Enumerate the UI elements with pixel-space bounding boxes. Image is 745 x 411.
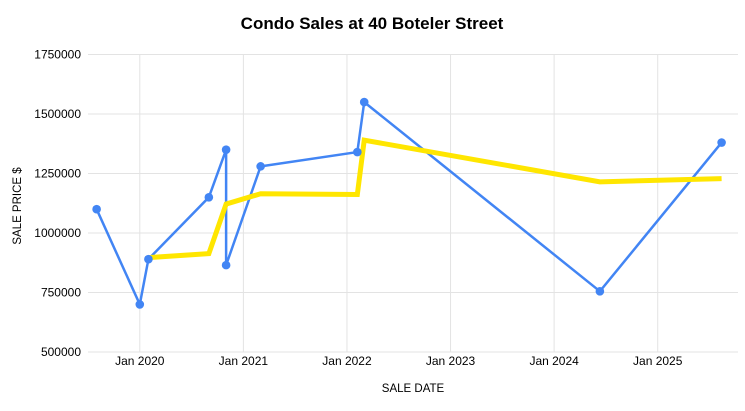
sales-point[interactable]: [595, 287, 605, 296]
sales-point[interactable]: [221, 260, 231, 270]
chart-title: Condo Sales at 40 Boteler Street: [241, 14, 504, 33]
y-tick-label: 1000000: [34, 226, 81, 240]
sales-point[interactable]: [221, 145, 231, 154]
x-axis-title: SALE DATE: [382, 383, 445, 395]
sales-point[interactable]: [204, 193, 214, 202]
trend-3-sale-moving-average-line: [148, 137, 722, 261]
x-tick-label: Jan 2022: [322, 354, 372, 368]
x-tick-label: Jan 2024: [529, 354, 579, 368]
y-axis-title: SALE PRICE $: [12, 167, 24, 245]
sales-point[interactable]: [92, 204, 101, 214]
y-tick-label: 1750000: [34, 48, 81, 62]
x-tick-label: Jan 2023: [426, 354, 476, 368]
series-layer: [92, 97, 726, 309]
y-tick-label: 1250000: [34, 167, 81, 181]
y-tick-label: 500000: [41, 345, 81, 359]
grid-layer: [88, 54, 738, 353]
tick-label-layer: 1750000 1500000 1250000 1000000 750000 500000…: [34, 48, 682, 369]
y-tick-label: 750000: [41, 286, 81, 300]
y-tick-label: 1500000: [34, 107, 81, 121]
sales-point[interactable]: [353, 147, 362, 157]
sales-point[interactable]: [717, 138, 726, 147]
sales-point[interactable]: [144, 254, 153, 264]
sales-point[interactable]: [359, 97, 369, 107]
x-tick-label: Jan 2020: [115, 354, 165, 368]
sales-line: [95, 99, 723, 309]
x-tick-label: Jan 2025: [633, 354, 683, 368]
x-tick-label: Jan 2021: [219, 354, 269, 368]
sales-point[interactable]: [256, 162, 265, 171]
sales-point[interactable]: [135, 300, 145, 309]
